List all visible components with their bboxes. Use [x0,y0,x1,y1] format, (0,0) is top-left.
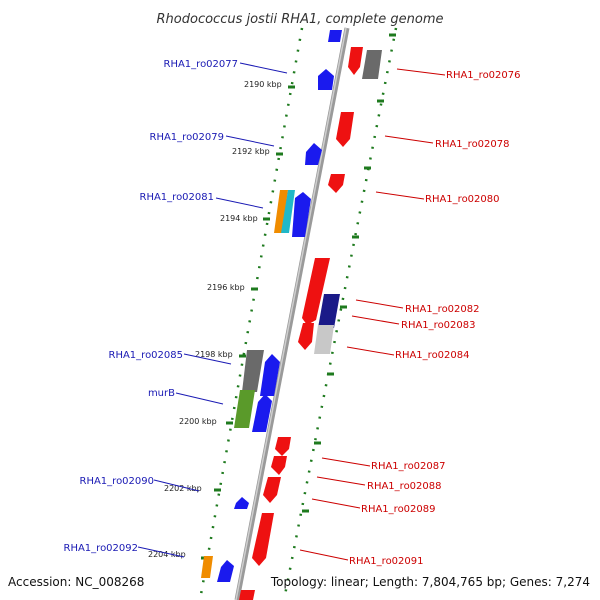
scale-ticks [201,33,396,560]
gene-arrow[interactable] [328,174,345,193]
forward-genes [201,30,342,582]
gene-arrow[interactable] [252,513,274,566]
gene-label: RHA1_ro02079 [150,132,225,143]
gene-label: RHA1_ro02089 [361,504,436,515]
gene-arrow[interactable] [348,47,363,75]
accession-text: Accession: NC_008268 [8,575,144,589]
right-tick-track [282,27,398,600]
gene-label: RHA1_ro02090 [80,476,155,487]
scale-label: 2200 kbp [179,417,217,426]
gene-arrow[interactable] [336,112,354,147]
gene-label: RHA1_ro02084 [395,350,470,361]
gene-arrow[interactable] [302,258,330,325]
backbone-highlight [235,27,347,600]
left-tick-track [198,27,304,600]
gene-label: RHA1_ro02087 [371,461,446,472]
scale-label: 2192 kbp [232,147,270,156]
scale-label: 2194 kbp [220,214,258,223]
gene-arrow[interactable] [274,190,288,233]
gene-arrow[interactable] [239,590,255,600]
gene-label: RHA1_ro02076 [446,70,521,81]
gene-arrow[interactable] [234,497,249,509]
genome-title: Rhodococcus jostii RHA1, complete genome [157,12,444,27]
gene-arrow[interactable] [234,390,255,428]
gene-label: RHA1_ro02078 [435,139,510,150]
gene-arrow[interactable] [305,143,322,165]
scale-label: 2196 kbp [207,283,245,292]
gene-arrow[interactable] [201,556,213,578]
genome-backbone [234,27,350,600]
gene-arrow[interactable] [328,30,342,42]
gene-label: RHA1_ro02080 [425,194,500,205]
gene-arrow[interactable] [242,350,264,392]
reverse-genes [239,47,382,600]
topology-text: Topology: linear; Length: 7,804,765 bp; … [270,575,590,589]
gene-arrow[interactable] [252,394,272,432]
gene-arrow[interactable] [271,456,287,475]
gene-label: RHA1_ro02085 [109,350,184,361]
scale-label: 2204 kbp [148,550,186,559]
gene-arrow[interactable] [362,50,382,79]
gene-arrow[interactable] [275,437,291,456]
gene-label: RHA1_ro02091 [349,556,424,567]
gene-label: RHA1_ro02092 [64,543,139,554]
gene-label: RHA1_ro02088 [367,481,442,492]
gene-arrow[interactable] [281,190,295,233]
gene-arrow[interactable] [263,477,281,503]
gene-arrow[interactable] [314,325,334,354]
gene-arrow[interactable] [298,323,314,350]
scale-label: 2202 kbp [164,484,202,493]
gene-label: murB [148,388,175,399]
scale-label: 2198 kbp [195,350,233,359]
gene-arrow[interactable] [318,69,334,90]
gene-arrow[interactable] [260,354,280,396]
gene-label: RHA1_ro02081 [140,192,215,203]
left-leader-lines [137,62,288,558]
gene-label: RHA1_ro02077 [164,59,239,70]
gene-arrow[interactable] [292,192,311,237]
gene-label: RHA1_ro02083 [401,320,476,331]
scale-label: 2190 kbp [244,80,282,89]
right-leader-lines [299,68,446,561]
gene-arrow[interactable] [217,560,234,582]
gene-label: RHA1_ro02082 [405,304,480,315]
gene-arrow[interactable] [318,294,340,328]
